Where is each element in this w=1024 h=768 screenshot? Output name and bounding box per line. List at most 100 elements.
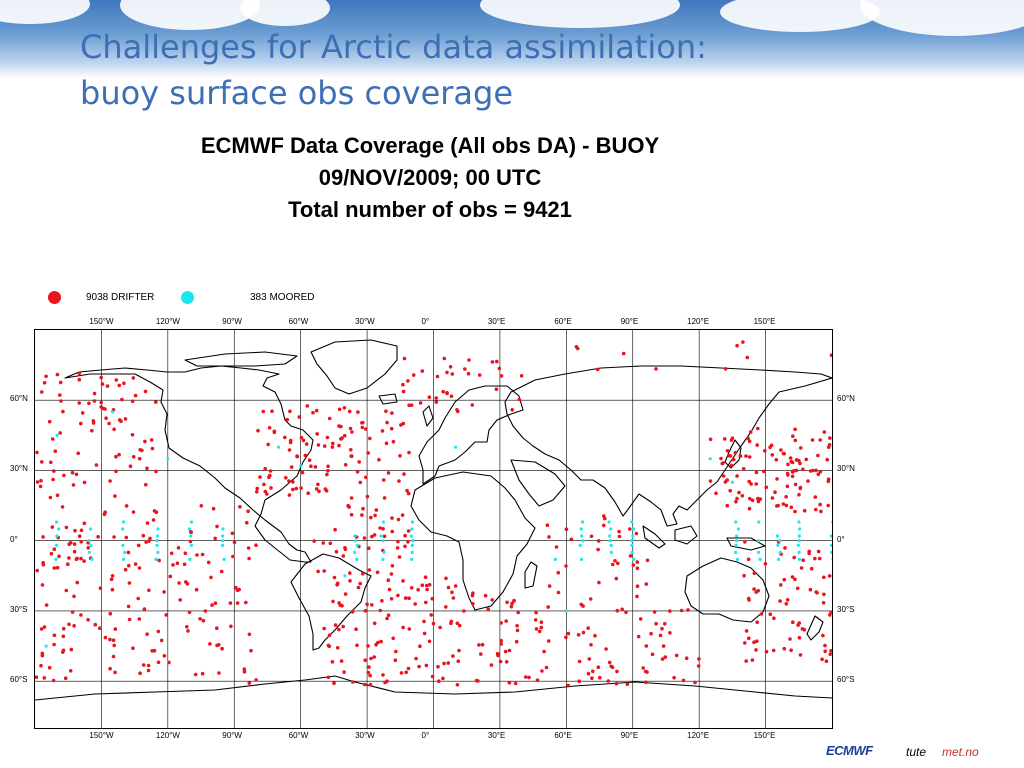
drifter-point [164, 613, 168, 617]
drifter-point [146, 668, 151, 673]
moored-point [355, 543, 359, 547]
drifter-point [747, 455, 752, 459]
moored-point [154, 557, 158, 561]
drifter-point [47, 419, 52, 424]
drifter-point [795, 586, 800, 591]
drifter-point [797, 492, 801, 497]
tute-logo: tute [906, 745, 927, 759]
drifter-point [498, 659, 503, 664]
lat-label-right: 0° [837, 534, 845, 544]
drifter-point [70, 470, 75, 475]
moored-point [630, 539, 634, 543]
drifter-point [113, 494, 117, 498]
drifter-point [334, 549, 339, 554]
drifter-point [386, 578, 391, 582]
drifter-point [748, 496, 752, 501]
drifter-point [272, 429, 277, 434]
drifter-point [351, 680, 355, 684]
drifter-point [51, 477, 55, 482]
drifter-point [347, 409, 352, 414]
moored-point [579, 557, 584, 561]
drifter-point [816, 453, 820, 458]
drifter-point [756, 496, 760, 501]
drifter-point [364, 475, 368, 480]
moored-point [608, 539, 612, 543]
drifter-point [335, 581, 340, 586]
coastline-australia [684, 557, 770, 623]
drifter-point [399, 671, 404, 675]
drifter-point [499, 621, 504, 625]
drifter-point [774, 458, 779, 462]
drifter-point [378, 608, 383, 613]
drifter-point [213, 601, 218, 605]
drifter-point [136, 543, 141, 548]
drifter-point [407, 627, 412, 631]
drifter-point [127, 563, 131, 568]
drifter-point [542, 649, 546, 654]
drifter-point [596, 547, 600, 552]
drifter-point [343, 463, 348, 467]
drifter-point [746, 596, 751, 601]
drifter-point [331, 441, 335, 446]
drifter-point [409, 586, 414, 590]
drifter-point [513, 681, 518, 686]
drifter-point [355, 470, 360, 474]
drifter-point [354, 627, 358, 631]
drifter-point [113, 627, 118, 631]
drifter-point [772, 616, 776, 620]
drifter-point [72, 542, 77, 546]
drifter-point [200, 671, 205, 676]
drifter-point [287, 493, 292, 497]
moored-point [221, 539, 225, 543]
drifter-point [321, 541, 326, 545]
drifter-point [380, 599, 384, 603]
drifter-point [761, 469, 766, 474]
drifter-point [586, 626, 590, 630]
drifter-point [788, 637, 792, 641]
drifter-point [187, 610, 192, 615]
drifter-point [423, 575, 428, 579]
drifter-point [99, 400, 103, 405]
moored-point [410, 520, 415, 524]
drifter-point [754, 470, 759, 475]
drifter-point [499, 374, 504, 378]
drifter-point [402, 472, 406, 476]
drifter-point [738, 454, 743, 458]
drifter-point [147, 539, 151, 543]
moored-point [156, 550, 160, 554]
drifter-point [828, 652, 832, 656]
drifter-point [768, 445, 772, 450]
drifter-point [668, 631, 672, 635]
drifter-point [35, 568, 39, 573]
moored-point [775, 534, 780, 538]
drifter-point [150, 649, 154, 653]
drifter-point [349, 454, 354, 458]
drifter-point [72, 624, 76, 628]
coverage-map [34, 329, 833, 729]
moored-point [632, 557, 636, 561]
moored-point [354, 539, 358, 543]
drifter-point [625, 682, 630, 686]
drifter-point [133, 562, 138, 566]
drifter-point [326, 675, 331, 680]
drifter-point [405, 488, 409, 493]
drifter-point [809, 566, 814, 571]
drifter-point [406, 529, 411, 533]
drifter-point [789, 648, 793, 652]
drifter-point [672, 675, 676, 680]
drifter-point [564, 564, 568, 568]
drifter-point [504, 619, 509, 623]
drifter-point [544, 665, 549, 670]
drifter-point [649, 631, 653, 636]
drifter-point [396, 593, 400, 598]
moored-point [581, 539, 585, 543]
drifter-point [775, 477, 779, 481]
drifter-point [556, 590, 561, 595]
drifter-point [107, 421, 111, 426]
drifter-point [546, 605, 550, 609]
drifter-point [577, 659, 582, 664]
moored-point [409, 534, 413, 538]
moored-point [87, 550, 91, 554]
drifter-point [96, 535, 100, 539]
drifter-point [397, 479, 401, 483]
